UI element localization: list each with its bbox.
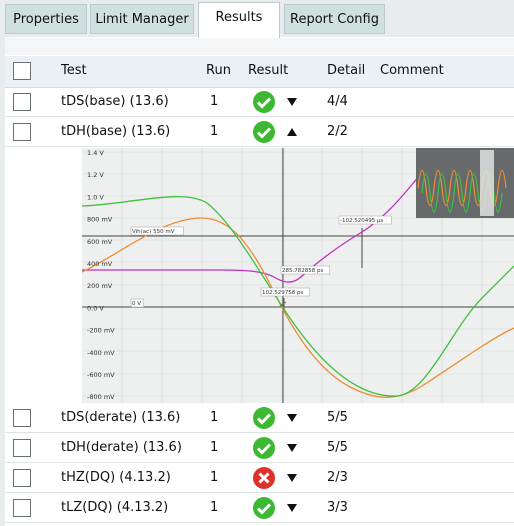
thumbnail bbox=[416, 148, 514, 218]
detail: 2/3 bbox=[327, 470, 348, 485]
tab[interactable]: Properties bbox=[5, 4, 87, 34]
pass-icon bbox=[253, 437, 275, 459]
detail: 4/4 bbox=[327, 94, 348, 109]
annotation: -102.520495 µs bbox=[340, 218, 383, 224]
row-checkbox[interactable] bbox=[13, 93, 31, 111]
test-name: tHZ(DQ) (4.13.2) bbox=[61, 470, 171, 485]
annotation: 102.529758 ps bbox=[262, 290, 303, 296]
test-name: tDS(derate) (13.6) bbox=[61, 410, 181, 425]
expand-arrow[interactable] bbox=[286, 97, 298, 107]
y-label: 0.0 V bbox=[87, 304, 104, 312]
test-name: tDH(derate) (13.6) bbox=[61, 440, 182, 455]
table-row bbox=[5, 493, 514, 523]
detail: 5/5 bbox=[327, 410, 348, 425]
y-labels: 1.4 V 1.2 V 1.0 V 800 mV 600 mV 400 mV 200 mV 0… bbox=[87, 149, 392, 401]
run: 1 bbox=[210, 124, 219, 139]
table-header bbox=[5, 56, 514, 88]
table-row bbox=[5, 87, 514, 117]
column-header: Test bbox=[61, 63, 87, 78]
y-label: 1.0 V bbox=[87, 193, 104, 201]
annotation-box bbox=[130, 226, 184, 236]
row-checkbox[interactable] bbox=[13, 469, 31, 487]
annotation: 285.782858 ps bbox=[282, 268, 323, 274]
run: 1 bbox=[210, 470, 219, 485]
cursor-marker bbox=[279, 298, 287, 310]
table-row bbox=[5, 433, 514, 463]
test-name: tDS(base) (13.6) bbox=[61, 94, 169, 109]
pass-icon bbox=[253, 407, 275, 429]
fail-icon bbox=[253, 467, 275, 489]
run: 1 bbox=[210, 500, 219, 515]
table-row bbox=[5, 117, 514, 147]
annotation-box bbox=[260, 287, 310, 297]
y-label: 800 mV bbox=[87, 216, 113, 224]
row-checkbox[interactable] bbox=[13, 439, 31, 457]
run: 1 bbox=[210, 410, 219, 425]
y-label: -400 mV bbox=[87, 349, 115, 357]
pass-icon bbox=[253, 121, 275, 143]
y-label: 1.4 V bbox=[87, 149, 104, 157]
annotation-box bbox=[338, 215, 392, 225]
y-label: 200 mV bbox=[87, 282, 113, 290]
select-all-checkbox[interactable] bbox=[13, 62, 31, 80]
column-header: Detail bbox=[327, 63, 366, 78]
tab[interactable]: Results bbox=[198, 2, 280, 38]
waveform-view: 1.4 V 1.2 V 1.0 V 800 mV 600 mV 400 mV 200 mV 0… bbox=[82, 148, 514, 403]
row-checkbox[interactable] bbox=[13, 123, 31, 141]
pass-icon bbox=[253, 497, 275, 519]
detail: 3/3 bbox=[327, 500, 348, 515]
annotation: 0 V bbox=[132, 301, 141, 307]
row-checkbox[interactable] bbox=[13, 409, 31, 427]
y-label: 1.2 V bbox=[87, 171, 104, 179]
run: 1 bbox=[210, 440, 219, 455]
y-label: -800 mV bbox=[87, 393, 115, 401]
y-label: -200 mV bbox=[87, 327, 115, 335]
column-header: Comment bbox=[380, 63, 444, 78]
expand-arrow[interactable] bbox=[286, 503, 298, 513]
run: 1 bbox=[210, 94, 219, 109]
trace-orange bbox=[82, 217, 514, 398]
annotation-box bbox=[130, 298, 145, 308]
thumb-window[interactable] bbox=[480, 150, 494, 216]
column-header: Result bbox=[248, 63, 289, 78]
detail: 2/2 bbox=[327, 124, 348, 139]
annotation: Vih(ac) 550 mV bbox=[132, 229, 175, 235]
expand-arrow[interactable] bbox=[286, 443, 298, 453]
table-row bbox=[5, 403, 514, 433]
test-name: tDH(base) (13.6) bbox=[61, 124, 171, 139]
y-label: 400 mV bbox=[87, 260, 113, 268]
annotation-box bbox=[280, 265, 330, 275]
expand-arrow[interactable] bbox=[286, 413, 298, 423]
tab[interactable]: Report Config bbox=[284, 4, 385, 34]
table-row bbox=[5, 463, 514, 493]
test-name: tLZ(DQ) (4.13.2) bbox=[61, 500, 169, 515]
toolbar-strip bbox=[5, 38, 514, 55]
pass-icon bbox=[253, 91, 275, 113]
trace-green bbox=[82, 196, 514, 397]
collapse-arrow[interactable] bbox=[286, 127, 298, 137]
expand-arrow[interactable] bbox=[286, 473, 298, 483]
row-checkbox[interactable] bbox=[13, 499, 31, 517]
tab[interactable]: Limit Manager bbox=[90, 4, 194, 34]
y-label: 600 mV bbox=[87, 238, 113, 246]
cursors bbox=[82, 148, 514, 403]
grid bbox=[82, 148, 514, 403]
y-label: -600 mV bbox=[87, 371, 115, 379]
column-header: Run bbox=[206, 63, 231, 78]
detail: 5/5 bbox=[327, 440, 348, 455]
